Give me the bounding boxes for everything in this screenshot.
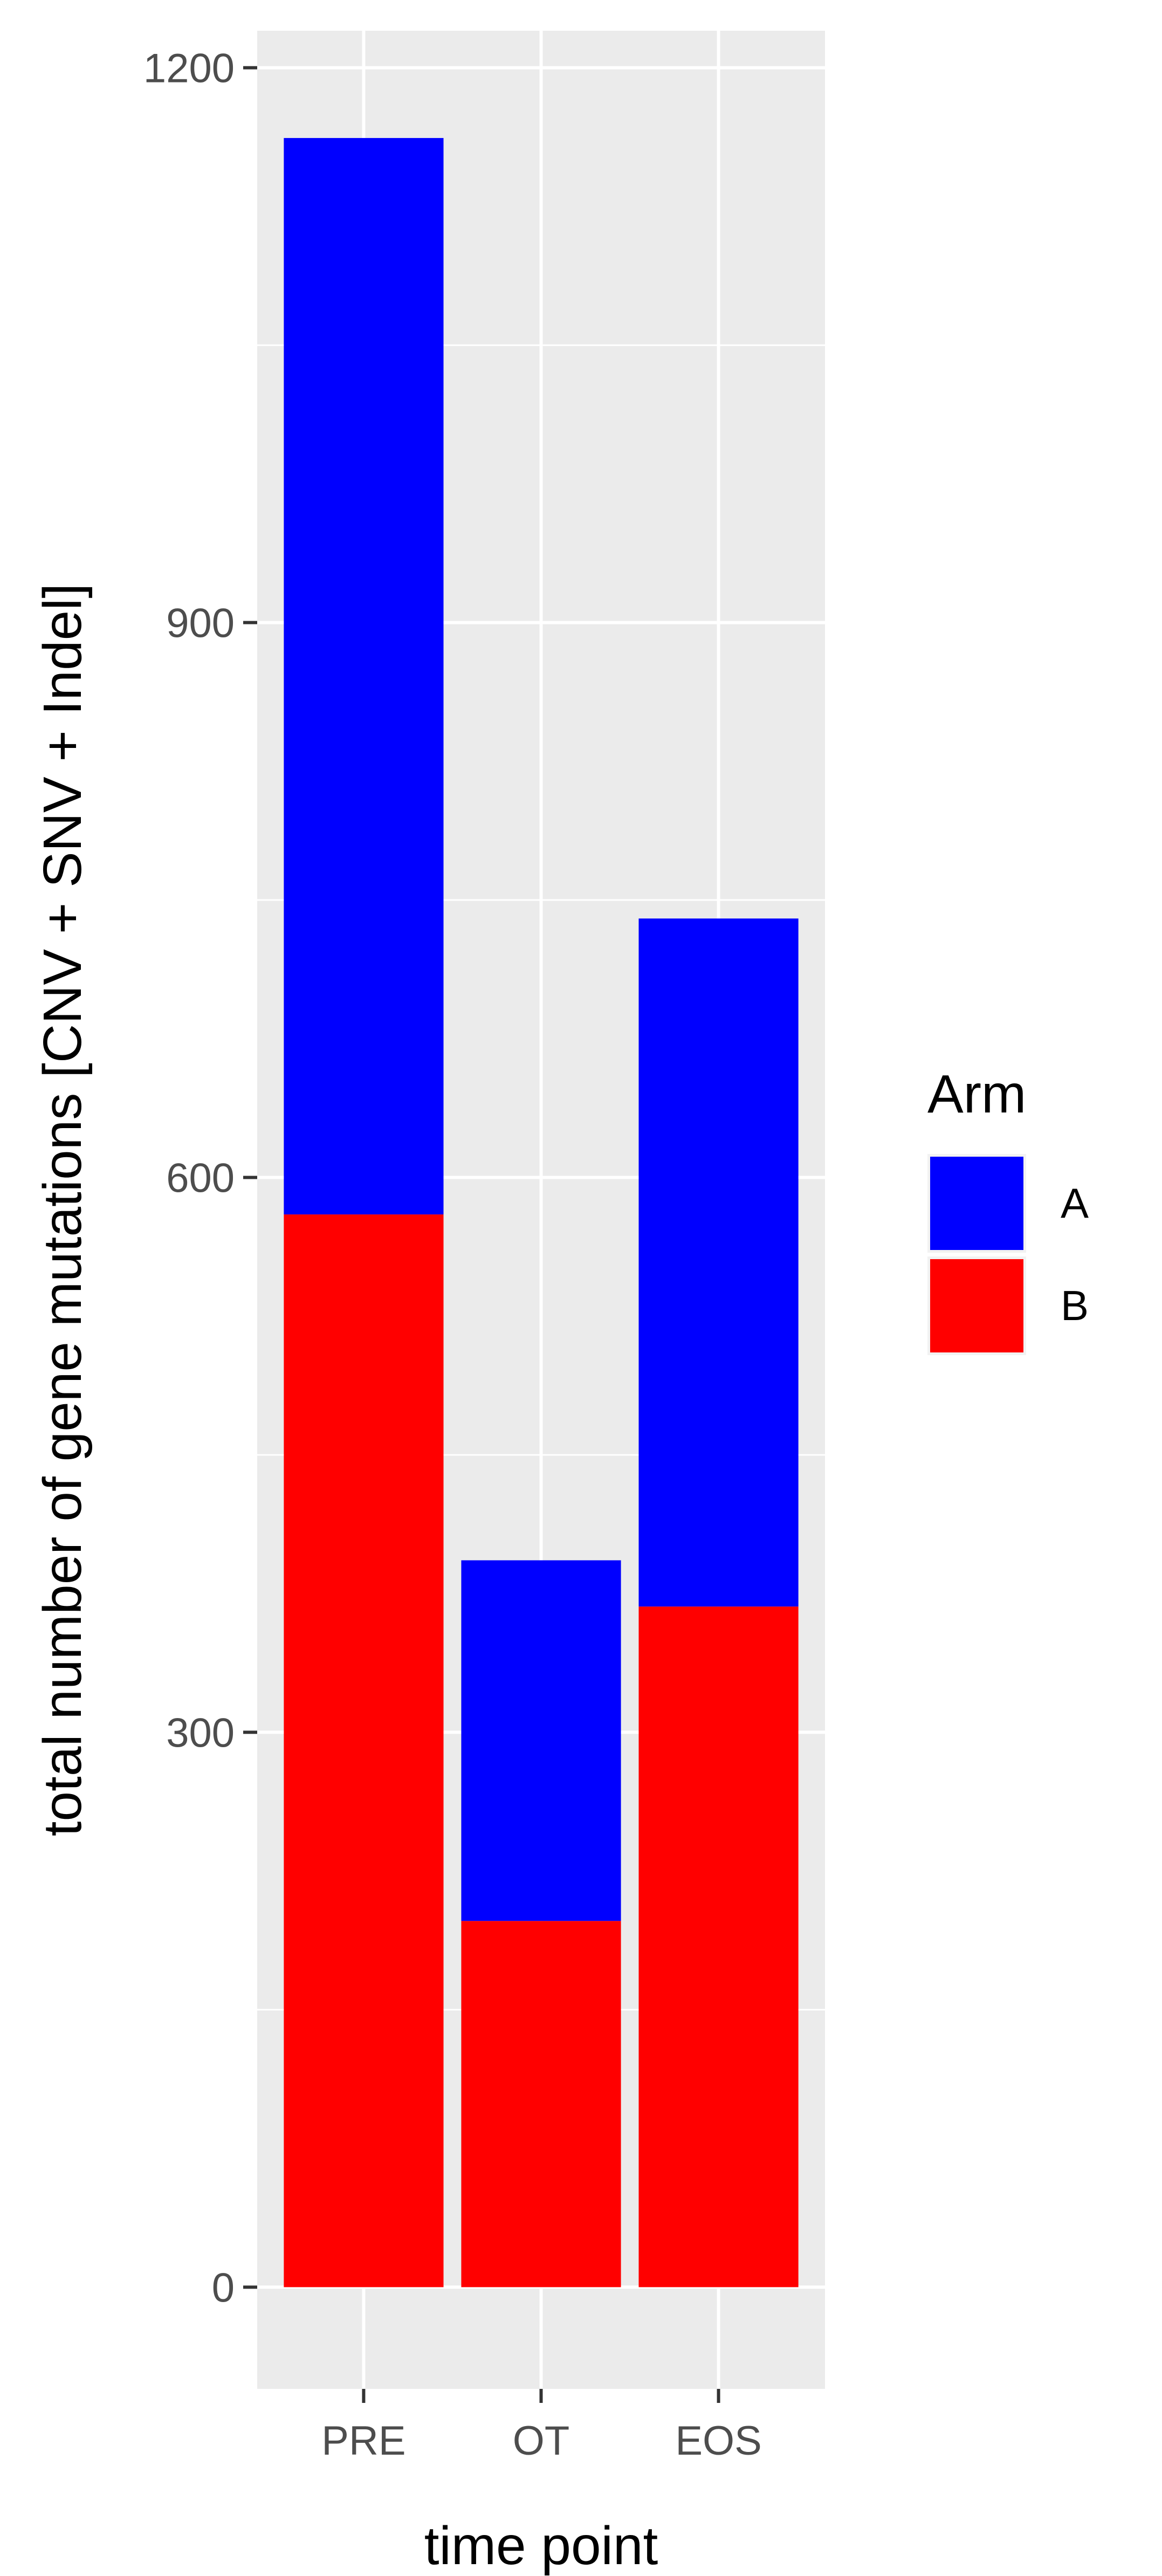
legend-title: Arm (927, 1064, 1026, 1124)
x-axis-title: time point (424, 2516, 658, 2576)
y-axis-title: total number of gene mutations [CNV + SN… (32, 583, 93, 1837)
x-axis: PRE OT EOS (321, 2389, 762, 2464)
legend-swatch-B (930, 1259, 1023, 1352)
x-tick-label: OT (513, 2418, 570, 2464)
bar-OT-A (461, 1560, 621, 1921)
bar-EOS-B (638, 1606, 799, 2288)
bar-EOS-A (638, 918, 799, 1607)
legend-swatch-A (930, 1157, 1023, 1250)
legend-entries: AB (927, 1154, 1089, 1355)
x-tick-label: EOS (675, 2418, 762, 2464)
y-axis: 0 300 600 900 1200 (143, 46, 257, 2311)
legend: Arm AB (927, 1064, 1089, 1355)
x-tick-label: PRE (321, 2418, 405, 2464)
y-tick-label: 900 (166, 601, 235, 647)
bar-PRE-A (284, 138, 444, 1215)
legend-label-A: A (1061, 1179, 1089, 1227)
legend-label-B: B (1061, 1282, 1089, 1329)
y-tick-label: 300 (166, 1710, 235, 1756)
bar-PRE-B (284, 1214, 444, 2288)
bars (284, 138, 799, 2288)
y-tick-label: 0 (212, 2265, 235, 2311)
y-tick-label: 1200 (143, 46, 235, 92)
y-tick-label: 600 (166, 1155, 235, 1201)
bar-OT-B (461, 1921, 621, 2288)
